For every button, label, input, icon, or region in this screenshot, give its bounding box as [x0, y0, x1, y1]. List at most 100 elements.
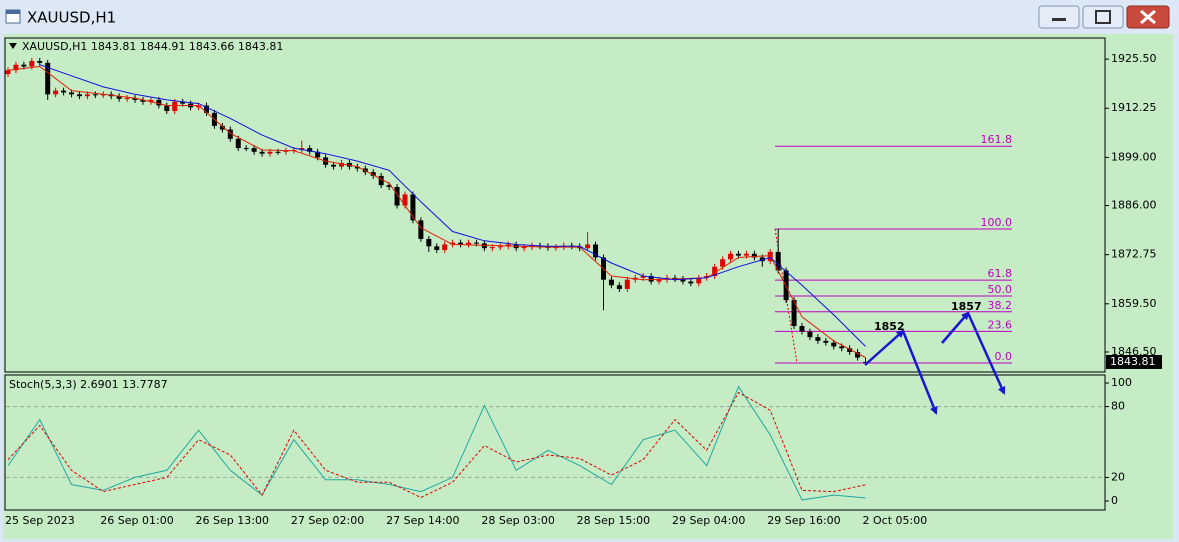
candle-body: [21, 64, 27, 67]
candle-body: [458, 242, 464, 245]
candle-body: [251, 148, 257, 152]
y-tick-label: 1859.50: [1111, 297, 1157, 310]
candle-body: [227, 129, 233, 139]
fibonacci-label: 50.0: [988, 283, 1013, 296]
candle-body: [45, 62, 51, 95]
candle-body: [164, 105, 170, 112]
current-price-label: 1843.81: [1110, 355, 1156, 368]
candle-body: [148, 99, 154, 102]
y-tick-label: 0: [1111, 494, 1118, 507]
candle-body: [640, 275, 646, 278]
x-tick-label: 29 Sep 04:00: [672, 514, 745, 527]
fibonacci-label: 0.0: [995, 350, 1013, 363]
candle-body: [815, 337, 821, 341]
y-tick-label: 1846.50: [1111, 345, 1157, 358]
candle-body: [450, 242, 456, 245]
candle-body: [426, 238, 432, 247]
annotation: 1852: [874, 320, 905, 333]
price-panel: [4, 37, 1106, 373]
candle-body: [434, 246, 440, 251]
minimize-button[interactable]: [1038, 5, 1080, 29]
candle-body: [378, 175, 384, 186]
candle-body: [61, 90, 67, 93]
candle-body: [616, 285, 622, 289]
candle-body: [847, 348, 853, 352]
window-icon-bar: [6, 10, 20, 14]
x-tick-label: 28 Sep 03:00: [481, 514, 554, 527]
candle-body: [680, 278, 686, 282]
candle-body: [855, 351, 861, 358]
candle-body: [585, 244, 591, 249]
candle-body: [243, 148, 249, 150]
plot-layer: 1925.50 1912.25 1899.00 1886.00 1872.75 1859.…: [5, 52, 1162, 527]
minimize-icon: [1052, 18, 1066, 21]
forecast-arrow-up: [864, 329, 905, 366]
close-icon: [1140, 9, 1156, 25]
candle-body: [5, 70, 11, 74]
candle-body: [648, 275, 654, 282]
candle-body: [124, 98, 130, 100]
candle-body: [283, 150, 289, 152]
y-tick-label: 1872.75: [1111, 248, 1157, 261]
maximize-button[interactable]: [1082, 5, 1124, 29]
candle-body: [799, 326, 805, 332]
x-tick-label: 26 Sep 13:00: [196, 514, 269, 527]
price-panel-title: XAUUSD,H1 1843.81 1844.91 1843.66 1843.8…: [22, 40, 283, 53]
y-tick-label: 1899.00: [1111, 150, 1157, 163]
candle-body: [497, 246, 503, 248]
candle-body: [656, 279, 662, 282]
candle-body: [354, 166, 360, 169]
fibonacci-label: 23.6: [988, 318, 1013, 331]
candle-body: [688, 281, 694, 284]
candle-body: [275, 151, 281, 153]
candle-body: [807, 331, 813, 338]
stochastic-line: [7, 391, 866, 499]
stochastic-line: [7, 385, 866, 501]
candle-body: [505, 244, 511, 247]
candle-body: [92, 94, 98, 96]
candle-body: [712, 266, 718, 276]
candle-body: [791, 300, 797, 327]
candle-body: [69, 92, 75, 95]
candle-body: [156, 99, 162, 106]
x-tick-label: 27 Sep 14:00: [386, 514, 459, 527]
candle-body: [863, 361, 869, 363]
fibonacci-label: 38.2: [988, 299, 1013, 312]
current-price-box: [1106, 354, 1162, 369]
window-title: XAUUSD,H1: [27, 9, 116, 27]
annotation: 1857: [951, 300, 982, 313]
candle-body: [172, 101, 178, 112]
candle-body: [521, 247, 527, 249]
candle-body: [53, 90, 59, 95]
fibonacci-label: 100.0: [981, 216, 1013, 229]
candle-body: [37, 60, 43, 63]
candle-body: [473, 242, 479, 244]
panel-menu-icon: [9, 43, 17, 49]
moving-average: [39, 64, 866, 347]
candle-body: [307, 148, 313, 152]
title-bar: [0, 0, 1179, 34]
candle-body: [735, 253, 741, 256]
fibonacci-label: 161.8: [981, 133, 1013, 146]
candle-body: [13, 64, 19, 71]
candle-body: [720, 259, 726, 267]
candle-body: [132, 98, 138, 100]
x-tick-label: 28 Sep 15:00: [577, 514, 650, 527]
candle-body: [315, 151, 321, 158]
candle-body: [84, 94, 90, 97]
x-tick-label: 29 Sep 16:00: [767, 514, 840, 527]
candle-body: [466, 242, 472, 245]
candle-body: [481, 243, 487, 249]
candle-body: [235, 138, 241, 149]
moving-average: [7, 65, 866, 358]
fibonacci-label: 61.8: [988, 267, 1013, 280]
y-tick-label: 1886.00: [1111, 199, 1157, 212]
candle-body: [386, 185, 392, 188]
candle-body: [410, 194, 416, 221]
candle-body: [331, 164, 337, 167]
candle-body: [370, 172, 376, 176]
y-tick-label: 100: [1111, 376, 1132, 389]
candle-body: [839, 346, 845, 349]
candle-body: [489, 247, 495, 249]
